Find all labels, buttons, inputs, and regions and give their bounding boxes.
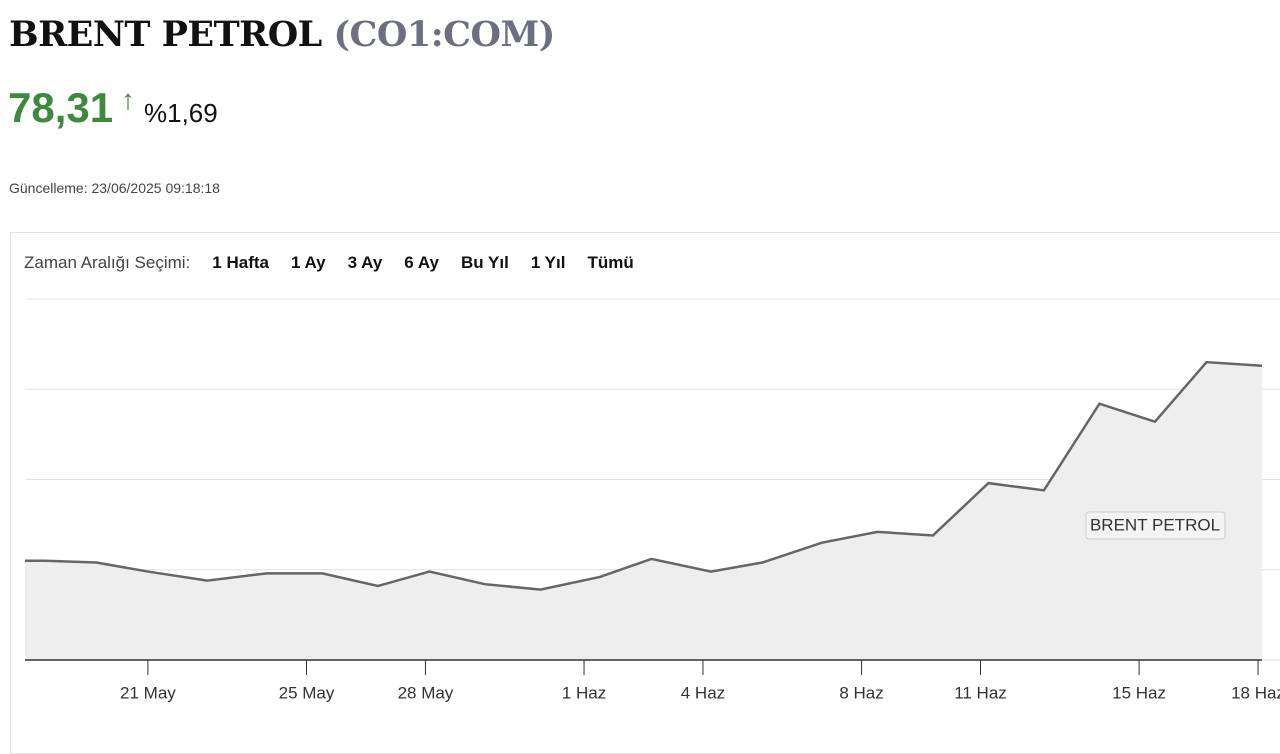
x-tick-label: 4 Haz [681, 683, 725, 702]
legend-label: BRENT PETROL [1090, 515, 1220, 534]
price: 78,31 [8, 84, 114, 131]
x-tick-label: 25 May [279, 683, 335, 702]
range-option[interactable]: 1 Yıl [530, 253, 566, 272]
x-tick-label: 11 Haz [954, 683, 1007, 702]
symbol: (CO1:COM) [333, 14, 555, 55]
line [25, 360, 1263, 591]
x-tick-label: 28 May [398, 683, 454, 702]
title: BRENT PETROL (CO1:COM) [9, 14, 555, 55]
range-option[interactable]: 1 Ay [290, 253, 326, 272]
range-label: Zaman Aralığı Seçimi: [24, 253, 191, 272]
range-option[interactable]: 6 Ay [404, 253, 439, 272]
x-tick-label: 1 Haz [562, 683, 606, 702]
change-arrow: ↑ [121, 84, 135, 115]
update-time: Güncelleme: 23/06/2025 09:18:18 [9, 180, 220, 196]
legend-box [1085, 511, 1226, 540]
page: BRENT PETROL (CO1:COM) 78,31 ↑ %1,69 Gün… [8, 14, 1280, 754]
x-tick-label: 15 Haz [1112, 683, 1166, 702]
range-selector: Zaman Aralığı Seçimi: 1 Hafta 1 Ay 3 Ay 6 Ay… [24, 253, 634, 273]
x-tick-label: 8 Haz [839, 683, 883, 702]
range-option[interactable]: 3 Ay [347, 253, 383, 272]
area [25, 362, 1262, 660]
change-percent: %1,69 [144, 98, 218, 128]
instrument-name: BRENT PETROL [9, 14, 322, 55]
x-tick-label: 18 Haz [1231, 683, 1280, 702]
range-option[interactable]: Tümü [587, 253, 634, 272]
range-option[interactable]: 1 Hafta [212, 253, 269, 272]
range-option[interactable]: Bu Yıl [460, 253, 509, 272]
x-tick-label: 21 May [120, 683, 176, 702]
